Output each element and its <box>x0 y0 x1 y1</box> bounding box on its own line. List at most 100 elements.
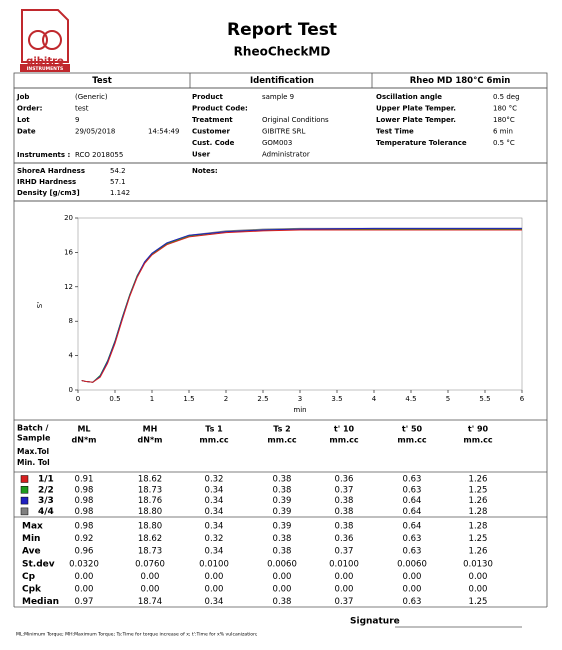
cell: 0.91 <box>75 475 94 485</box>
cell: 0.38 <box>273 547 292 557</box>
curve <box>81 227 522 383</box>
subtitle: RheoCheckMD <box>234 45 331 59</box>
cell: 0.00 <box>335 572 354 582</box>
cell: 0.0100 <box>329 559 359 569</box>
x-tick-label: 4.5 <box>405 395 416 403</box>
stat-name: Cpk <box>22 585 42 595</box>
field-value: 0.5 deg <box>493 93 520 101</box>
cell: 18.80 <box>138 507 162 517</box>
section-title: Rheo MD 180°C 6min <box>410 76 511 86</box>
column-name: ML <box>77 425 90 434</box>
cell: 0.00 <box>403 572 422 582</box>
cell: 0.34 <box>205 485 224 495</box>
table-header: Batch / <box>17 424 49 433</box>
x-tick-label: 0.5 <box>109 395 120 403</box>
cell: 0.63 <box>403 547 422 557</box>
field-label: Test Time <box>376 128 414 136</box>
field-label: Notes: <box>192 167 218 175</box>
x-tick-label: 5.5 <box>479 395 490 403</box>
cell: 0.37 <box>335 597 354 607</box>
cell: 1.26 <box>469 547 488 557</box>
field-value: 0.5 °C <box>493 139 515 147</box>
sample-name: 4/4 <box>38 507 54 517</box>
field-value: GOM003 <box>262 139 292 147</box>
field-label: IRHD Hardness <box>17 178 76 186</box>
cell: 0.39 <box>273 507 292 517</box>
cell: 0.92 <box>75 534 94 544</box>
cell: 0.0060 <box>397 559 427 569</box>
cell: 18.74 <box>138 597 162 607</box>
stat-name: Ave <box>22 547 41 557</box>
y-tick-label: 4 <box>69 352 74 360</box>
section-title: Identification <box>250 76 314 86</box>
cell: 1.26 <box>469 475 488 485</box>
column-name: t' 50 <box>402 425 423 434</box>
field-label: Oscillation angle <box>376 93 442 101</box>
y-tick-label: 8 <box>69 317 73 325</box>
x-tick-label: 5 <box>446 395 450 403</box>
column-name: t' 90 <box>468 425 489 434</box>
logo-text: gibitre <box>26 56 64 67</box>
sample-name: 3/3 <box>38 496 54 506</box>
cell: 0.38 <box>335 507 354 517</box>
table-header: Max.Tol <box>17 447 49 456</box>
cell: 0.00 <box>469 572 488 582</box>
cell: 1.26 <box>469 496 488 506</box>
field-label: Product Code: <box>192 105 248 113</box>
cell: 18.76 <box>138 496 162 506</box>
stat-name: St.dev <box>22 559 55 569</box>
field-value: Original Conditions <box>262 116 329 124</box>
column-name: Ts 2 <box>273 425 291 434</box>
field-value: sample 9 <box>262 93 294 101</box>
x-tick-label: 1 <box>150 395 154 403</box>
field-label: Customer <box>192 128 230 136</box>
table-header: Sample <box>17 434 51 443</box>
x-tick-label: 1.5 <box>183 395 194 403</box>
y-tick-label: 0 <box>69 386 73 394</box>
cell: 0.38 <box>273 597 292 607</box>
cell: 0.00 <box>141 585 160 595</box>
cell: 0.00 <box>335 585 354 595</box>
cell: 0.98 <box>75 485 94 495</box>
cell: 0.63 <box>403 475 422 485</box>
cell: 0.63 <box>403 485 422 495</box>
cell: 0.32 <box>205 534 224 544</box>
cell: 0.0130 <box>463 559 493 569</box>
field-value: 14:54:49 <box>148 128 179 136</box>
field-value: 1.142 <box>110 189 130 197</box>
sample-swatch <box>20 475 29 483</box>
cell: 0.38 <box>273 534 292 544</box>
cell: 0.36 <box>335 534 354 544</box>
cell: 0.34 <box>205 597 224 607</box>
x-tick-label: 6 <box>520 395 525 403</box>
field-value: 57.1 <box>110 178 126 186</box>
logo-glyph <box>42 30 62 50</box>
x-tick-label: 3 <box>298 395 302 403</box>
column-unit: dN*m <box>138 436 163 445</box>
curve <box>81 227 522 383</box>
x-tick-label: 2.5 <box>257 395 268 403</box>
logo: gibitre INSTRUMENTS <box>20 9 70 72</box>
cell: 0.98 <box>75 507 94 517</box>
column-unit: dN*m <box>72 436 97 445</box>
y-tick-label: 20 <box>64 214 73 222</box>
cell: 0.00 <box>403 585 422 595</box>
field-value: 180 °C <box>493 105 517 113</box>
stat-name: Min <box>22 534 40 544</box>
field-label: Upper Plate Temper. <box>376 105 456 113</box>
field-label: Temperature Tolerance <box>376 139 467 147</box>
cell: 0.0760 <box>135 559 165 569</box>
cell: 0.0320 <box>69 559 99 569</box>
cell: 0.38 <box>273 475 292 485</box>
field-value: (Generic) <box>75 93 108 101</box>
cell: 0.00 <box>273 572 292 582</box>
footnote: ML:Minimum Torque; MH:Maximum Torque; Ts… <box>16 632 258 638</box>
stat-name: Max <box>22 522 43 532</box>
cell: 18.73 <box>138 485 162 495</box>
field-label: Order: <box>17 105 43 113</box>
cell: 0.00 <box>469 585 488 595</box>
field-label: Lower Plate Temper. <box>376 116 456 124</box>
logo-sub: INSTRUMENTS <box>27 66 64 72</box>
field-label: Lot <box>17 116 30 124</box>
